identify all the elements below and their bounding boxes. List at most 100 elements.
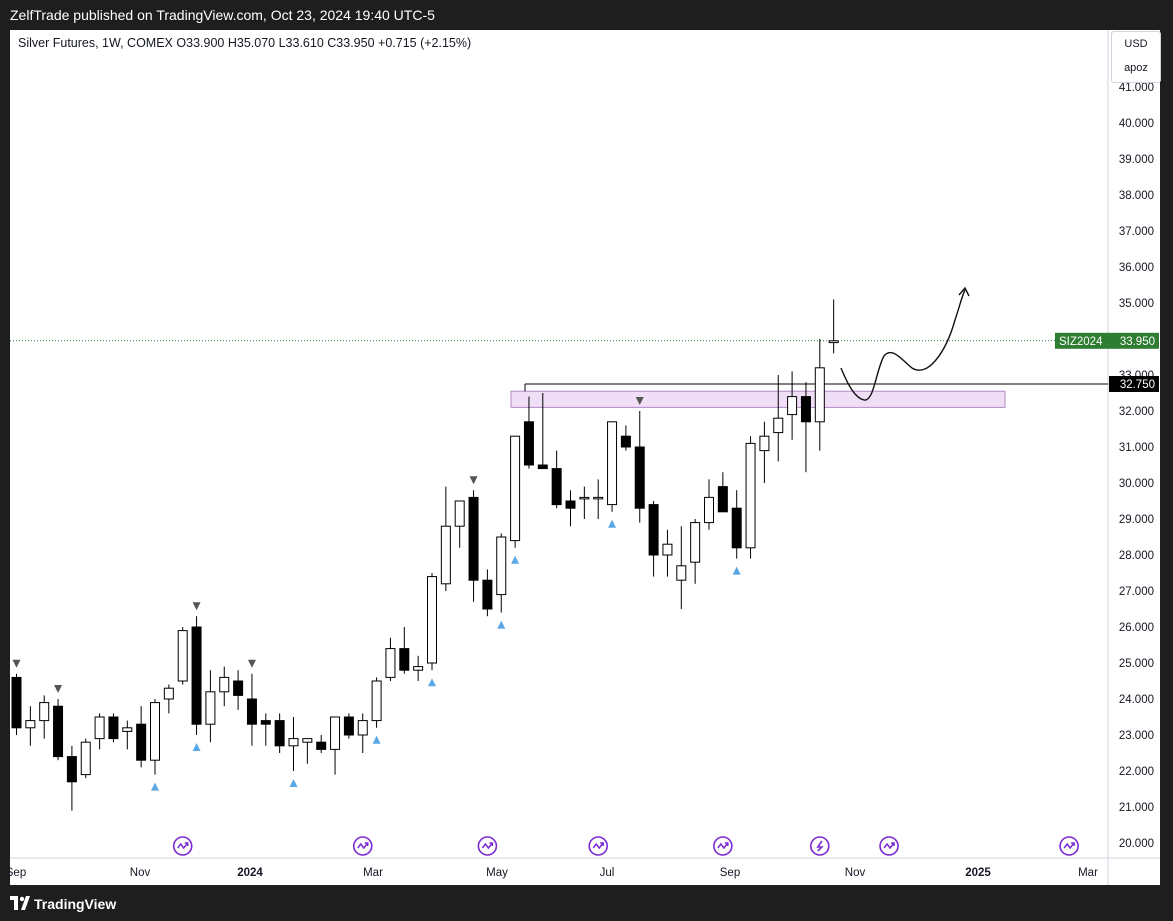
candle-body[interactable]: [662, 543, 673, 556]
scale-mode-label[interactable]: apoz: [1124, 62, 1148, 74]
candle-body[interactable]: [163, 687, 174, 700]
candle-body[interactable]: [759, 435, 770, 452]
dividend-arrow-icon: [1063, 842, 1075, 850]
candle-body[interactable]: [704, 496, 714, 524]
candle-body[interactable]: [676, 565, 687, 581]
arrow-head-icon: [724, 842, 729, 846]
candle-body[interactable]: [496, 536, 507, 596]
candle-body[interactable]: [814, 367, 825, 423]
candle-body[interactable]: [745, 442, 756, 549]
level-price-tag: [1109, 376, 1159, 392]
candle-body[interactable]: [385, 648, 396, 678]
candle-body[interactable]: [177, 630, 188, 682]
candle-body[interactable]: [427, 576, 437, 664]
candle-body[interactable]: [302, 738, 313, 743]
signal-up-marker: [289, 779, 298, 787]
candle-body[interactable]: [800, 396, 811, 423]
candle-body[interactable]: [620, 435, 631, 448]
candle-body[interactable]: [593, 496, 604, 500]
candle-body[interactable]: [357, 720, 368, 736]
x-tick-label: Nov: [845, 867, 866, 879]
candle-body[interactable]: [343, 716, 354, 736]
candle-body[interactable]: [150, 702, 160, 761]
candle-body[interactable]: [66, 756, 77, 783]
candle-body[interactable]: [25, 720, 36, 729]
candle-body[interactable]: [330, 716, 341, 750]
candle-body[interactable]: [11, 676, 22, 729]
candle-body[interactable]: [634, 446, 645, 509]
brand-name: TradingView: [34, 896, 117, 912]
dividend-arrow-icon: [883, 842, 895, 850]
candle-body[interactable]: [260, 720, 271, 725]
candle-body[interactable]: [94, 716, 105, 740]
tradingview-logo-icon: [10, 896, 30, 910]
y-tick-label: 31.000: [1119, 442, 1154, 454]
last-price-tag: [1055, 332, 1159, 349]
legend-change: +0.715 (+2.15%): [378, 36, 472, 50]
candle-body[interactable]: [233, 680, 244, 696]
candle-body[interactable]: [690, 522, 701, 563]
symbol-legend: Silver Futures, 1W, COMEX O33.900 H35.07…: [18, 36, 471, 50]
candle-body[interactable]: [274, 720, 285, 747]
candle-body[interactable]: [482, 579, 493, 610]
x-tick-label: 2025: [965, 867, 991, 879]
bottom-bar: TradingView: [0, 885, 1173, 921]
supply-demand-zone[interactable]: [510, 390, 1006, 408]
x-tick-label: Sep: [720, 867, 740, 879]
currency-label[interactable]: USD: [1124, 38, 1148, 50]
signal-down-marker: [54, 685, 63, 693]
projection-arrowhead-icon: [958, 286, 970, 297]
scale-corner-box[interactable]: USD apoz: [1111, 31, 1161, 83]
x-tick-label: Jul: [600, 867, 615, 879]
candle-body[interactable]: [523, 421, 534, 466]
legend-high: H35.070: [227, 36, 276, 50]
legend-symbol: Silver Futures, 1W, COMEX: [18, 36, 173, 50]
chart-frame[interactable]: [10, 30, 1160, 885]
event-icon[interactable]: [809, 836, 830, 856]
candle-body[interactable]: [191, 626, 202, 725]
candle-body[interactable]: [717, 486, 728, 513]
y-tick-label: 35.000: [1119, 298, 1154, 310]
candle-body[interactable]: [454, 500, 465, 527]
candle-body[interactable]: [787, 396, 798, 416]
candle-body[interactable]: [371, 680, 382, 722]
candle-body[interactable]: [136, 723, 147, 761]
candle-body[interactable]: [537, 464, 548, 470]
arrow-head-icon: [1071, 842, 1075, 846]
candle-body[interactable]: [468, 496, 479, 581]
candle-body[interactable]: [399, 648, 410, 671]
candle-body[interactable]: [551, 468, 562, 506]
x-tick-label: Sep: [6, 867, 26, 879]
candle-body[interactable]: [53, 705, 64, 758]
candle-body[interactable]: [731, 507, 742, 549]
y-tick-label: 25.000: [1119, 658, 1154, 670]
candle-body[interactable]: [565, 500, 576, 509]
candle-body[interactable]: [122, 727, 133, 732]
bolt-icon: [816, 840, 824, 852]
candle-body[interactable]: [413, 666, 424, 671]
y-tick-label: 32.000: [1119, 406, 1154, 418]
candle-body[interactable]: [316, 741, 327, 750]
candle-body[interactable]: [246, 698, 257, 725]
candle-body[interactable]: [828, 340, 839, 344]
arrow-head-icon: [364, 842, 369, 846]
candle-body[interactable]: [39, 702, 50, 722]
projected-path-drawing[interactable]: [840, 289, 966, 401]
candle-body[interactable]: [205, 691, 216, 725]
y-tick-label: 27.000: [1119, 586, 1154, 598]
y-tick-label: 20.000: [1119, 838, 1154, 850]
candle-body[interactable]: [773, 417, 784, 434]
dividend-arrow-icon: [481, 842, 493, 850]
signal-up-marker: [732, 566, 741, 575]
candle-body[interactable]: [648, 504, 659, 556]
arrow-head-icon: [600, 842, 604, 846]
candle-body[interactable]: [108, 716, 119, 740]
candle-body[interactable]: [607, 421, 618, 506]
candle-body[interactable]: [288, 738, 299, 747]
candle-body[interactable]: [219, 676, 230, 693]
candle-body[interactable]: [579, 496, 590, 500]
candle-body[interactable]: [440, 525, 451, 585]
candle-body[interactable]: [80, 741, 91, 776]
candle-body[interactable]: [510, 435, 521, 542]
